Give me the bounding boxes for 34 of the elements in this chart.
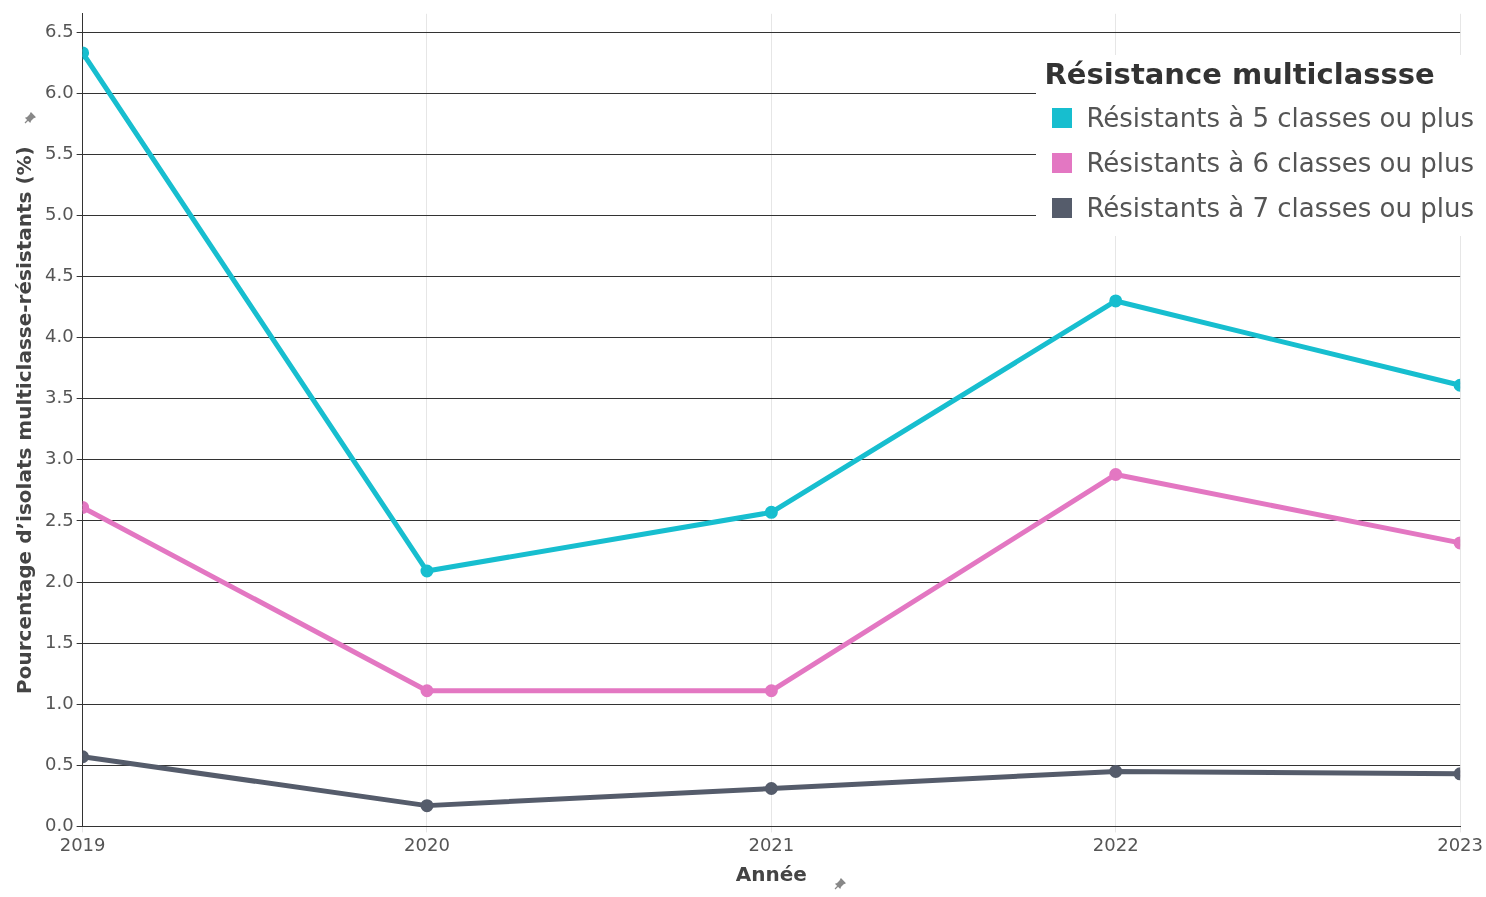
- y-tick-label: 0.0: [44, 814, 74, 836]
- point: [1109, 294, 1123, 308]
- legend-label: Résistants à 7 classes ou plus: [1086, 192, 1474, 223]
- y-tick-label: 4.5: [44, 264, 74, 286]
- y-tick-label: 4.0: [44, 325, 74, 347]
- point: [764, 782, 778, 796]
- legend-title: Résistance multiclassse: [1044, 57, 1436, 91]
- point: [420, 799, 434, 813]
- point: [764, 684, 778, 698]
- legend-label: Résistants à 6 classes ou plus: [1086, 147, 1474, 178]
- x-tick-label: 2023: [1437, 833, 1483, 855]
- y-tick-label: 6.5: [44, 19, 74, 41]
- point: [420, 564, 434, 578]
- y-tick-label: 5.0: [44, 203, 74, 225]
- x-tick-label: 2019: [59, 833, 106, 855]
- x-axis-title: Année: [735, 862, 807, 887]
- x-tick-label: 2022: [1092, 833, 1139, 855]
- point: [420, 684, 434, 698]
- y-tick-label: 6.0: [44, 80, 74, 102]
- point: [764, 505, 778, 519]
- y-axis-title: Pourcentage d’isolats multiclasse-résistants (%): [12, 146, 37, 694]
- point: [1109, 764, 1123, 778]
- y-tick-label: 5.5: [44, 142, 74, 163]
- y-tick-label: 3.5: [44, 386, 74, 408]
- y-tick-label: 2.0: [44, 569, 74, 591]
- x-tick-label: 2020: [404, 833, 450, 855]
- point: [1109, 467, 1123, 481]
- y-tick-label: 3.0: [44, 447, 74, 469]
- y-tick-label: 1.5: [44, 630, 74, 652]
- legend-label: Résistants à 5 classes ou plus: [1086, 102, 1474, 133]
- x-tick-label: 2021: [748, 833, 795, 855]
- y-tick-label: 1.0: [44, 691, 74, 713]
- y-tick-label: 2.5: [44, 508, 74, 530]
- y-tick-label: 0.5: [44, 752, 74, 774]
